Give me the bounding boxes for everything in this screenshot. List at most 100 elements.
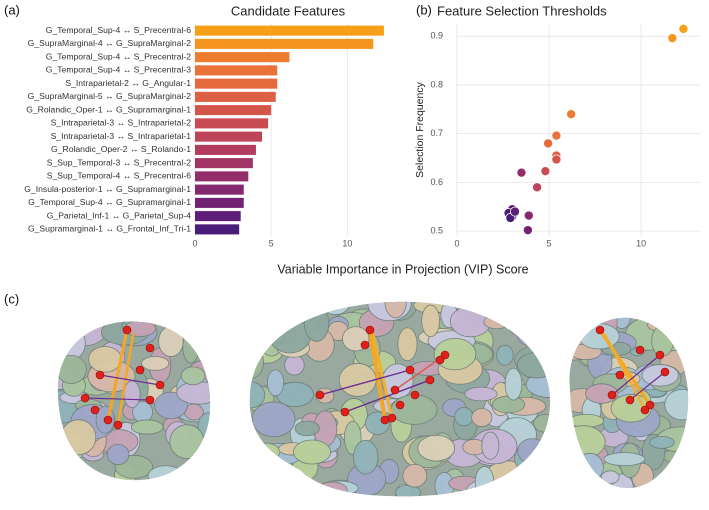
brain-region xyxy=(353,439,379,475)
brain-region xyxy=(464,386,498,402)
y-tick-label: S_Intraparietal-3 ↔ S_Intraparietal-1 xyxy=(51,131,192,141)
node xyxy=(135,365,145,375)
node xyxy=(595,325,605,335)
brain-region xyxy=(397,327,418,362)
brain-region xyxy=(613,317,631,330)
y-tick-label: G_Rolandic_Oper-1 ↔ G_Supramarginal-1 xyxy=(26,104,191,114)
node xyxy=(387,413,397,423)
node xyxy=(410,390,420,400)
brain-region xyxy=(266,301,309,310)
y-tick-label: S_Sup_Temporal-4 ↔ S_Precentral-6 xyxy=(47,171,191,181)
brain-region xyxy=(106,443,130,466)
brain-region xyxy=(249,442,281,462)
brain-region xyxy=(180,366,206,386)
brain-region xyxy=(59,321,82,342)
brain-region xyxy=(506,308,547,338)
brain-region xyxy=(524,303,551,338)
point xyxy=(566,109,577,120)
brain-region xyxy=(249,301,283,316)
brain-region xyxy=(526,301,551,315)
connection xyxy=(611,354,661,396)
x-tick-label: 0 xyxy=(454,238,459,248)
connection xyxy=(629,371,666,401)
x-tick-label: 10 xyxy=(342,238,352,248)
node xyxy=(122,325,132,335)
brain-region xyxy=(504,367,523,401)
bar xyxy=(195,78,278,89)
brain-region xyxy=(516,352,551,379)
point xyxy=(540,166,551,177)
node xyxy=(95,370,105,380)
brain-region xyxy=(600,470,620,484)
brain-region xyxy=(664,388,689,421)
y-tick-label: 0.5 xyxy=(430,226,443,236)
brain-region xyxy=(384,301,407,319)
point xyxy=(516,167,527,178)
y-tick-label: G_Insula-posterior-1 ↔ G_Supramarginal-1 xyxy=(24,184,191,194)
node xyxy=(360,340,370,350)
node xyxy=(340,407,350,417)
y-tick-label: G_Temporal_Sup-4 ↔ S_Precentral-6 xyxy=(46,25,191,35)
connection xyxy=(106,328,129,422)
x-axis-label: Variable Importance in Projection (VIP) … xyxy=(277,262,528,276)
x-tick-label: 5 xyxy=(547,238,552,248)
brain-right xyxy=(569,317,689,488)
brain-region xyxy=(390,394,438,425)
brain-region xyxy=(417,434,456,462)
brain-region xyxy=(249,381,266,409)
y-tick-label: G_Temporal_Sup-4 ↔ S_Precentral-3 xyxy=(46,65,191,75)
connections xyxy=(80,325,670,430)
x-tick-label: 10 xyxy=(636,238,646,248)
brain-region xyxy=(293,439,332,465)
connection xyxy=(603,333,647,412)
bar xyxy=(195,91,276,102)
brain-region xyxy=(284,354,305,376)
chart-title: Feature Selection Thresholds xyxy=(437,3,607,18)
connection xyxy=(84,397,151,401)
bar xyxy=(195,25,384,36)
brain-region xyxy=(284,476,304,497)
point xyxy=(523,210,534,221)
brain-region xyxy=(182,330,200,364)
brain-region xyxy=(64,321,102,328)
brain-renderings xyxy=(57,301,689,497)
connection xyxy=(99,374,161,386)
brain-region xyxy=(491,395,526,414)
y-tick-label: G_SupraMarginal-5 ↔ G_SupraMarginal-2 xyxy=(28,91,192,101)
connection xyxy=(368,328,387,422)
node xyxy=(390,385,400,395)
node xyxy=(113,420,123,430)
bar xyxy=(195,197,244,208)
node xyxy=(103,415,113,425)
brain-region xyxy=(57,355,87,384)
brain-region xyxy=(60,419,97,456)
brain-region xyxy=(533,413,551,433)
node xyxy=(660,367,670,377)
bar xyxy=(195,52,290,63)
brain-region xyxy=(176,381,211,405)
brain-region xyxy=(603,452,646,467)
brain-region xyxy=(183,454,211,481)
brain-region xyxy=(421,304,441,338)
brain-region xyxy=(477,484,499,497)
brain-region xyxy=(537,336,551,369)
panel-label: (b) xyxy=(416,2,432,17)
brain-region xyxy=(516,320,540,346)
connection xyxy=(116,333,135,427)
brain-region xyxy=(316,481,348,497)
y-tick-label: G_Parietal_Inf-1 ↔ G_Parietal_Sup-4 xyxy=(47,210,191,220)
bar xyxy=(195,158,253,169)
brain-region xyxy=(649,435,675,449)
node xyxy=(607,390,617,400)
point xyxy=(522,225,533,236)
brain-region xyxy=(141,356,170,371)
node xyxy=(435,355,445,365)
brain-region xyxy=(575,452,604,482)
point xyxy=(543,138,554,149)
x-tick-label: 5 xyxy=(269,238,274,248)
brain-region xyxy=(521,321,548,339)
bar xyxy=(195,131,263,142)
node xyxy=(80,393,90,403)
brain-region xyxy=(542,301,551,312)
